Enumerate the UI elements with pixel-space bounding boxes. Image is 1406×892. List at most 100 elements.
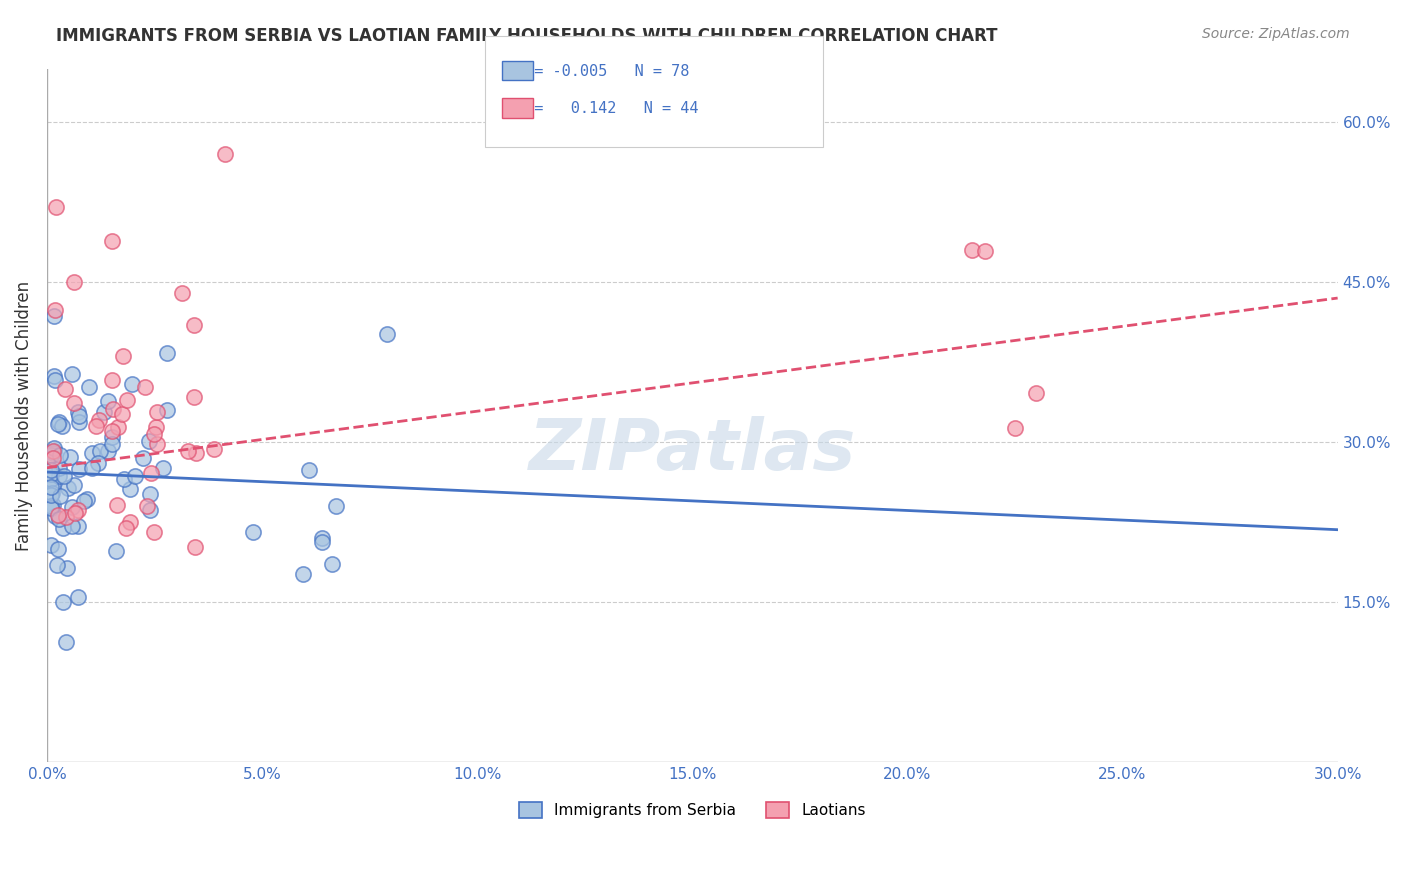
- Point: [311, 531, 333, 545]
- Point: [111, 407, 134, 421]
- Point: [973, 244, 995, 258]
- Point: [87, 456, 110, 470]
- Point: [183, 318, 205, 332]
- Point: [80, 460, 103, 475]
- Point: [55, 509, 77, 524]
- Point: [46, 508, 69, 522]
- Point: [62, 367, 84, 381]
- Point: [134, 379, 156, 393]
- Point: [214, 147, 236, 161]
- Point: [101, 437, 124, 451]
- Point: [176, 444, 198, 458]
- Point: [63, 477, 86, 491]
- Point: [45, 200, 67, 214]
- Text: Source: ZipAtlas.com: Source: ZipAtlas.com: [1202, 27, 1350, 41]
- Point: [143, 524, 166, 539]
- Point: [42, 479, 65, 493]
- Point: [97, 444, 120, 458]
- Point: [152, 461, 174, 475]
- Point: [39, 500, 62, 514]
- Point: [1004, 421, 1026, 435]
- Point: [42, 368, 65, 383]
- Point: [51, 419, 73, 434]
- Point: [41, 448, 63, 462]
- Point: [60, 518, 83, 533]
- Point: [107, 420, 129, 434]
- Y-axis label: Family Households with Children: Family Households with Children: [15, 280, 32, 550]
- Point: [42, 444, 65, 458]
- Point: [103, 401, 125, 416]
- Point: [42, 442, 65, 456]
- Point: [53, 382, 76, 396]
- Point: [142, 427, 165, 442]
- Point: [59, 450, 82, 465]
- Point: [135, 499, 157, 513]
- Point: [39, 467, 62, 481]
- Point: [77, 380, 100, 394]
- Point: [46, 558, 69, 572]
- Point: [48, 489, 70, 503]
- Point: [55, 635, 77, 649]
- Point: [76, 492, 98, 507]
- Point: [146, 404, 169, 418]
- Point: [48, 469, 70, 483]
- Point: [46, 542, 69, 557]
- Point: [69, 461, 91, 475]
- Point: [39, 501, 62, 516]
- Text: ZIPatlas: ZIPatlas: [529, 416, 856, 484]
- Point: [62, 275, 84, 289]
- Point: [183, 540, 205, 554]
- Point: [172, 285, 194, 300]
- Point: [39, 463, 62, 477]
- Point: [89, 444, 111, 458]
- Point: [73, 494, 96, 508]
- Point: [121, 377, 143, 392]
- Point: [115, 521, 138, 535]
- Point: [960, 244, 983, 258]
- Point: [66, 519, 89, 533]
- Point: [84, 418, 107, 433]
- Point: [115, 393, 138, 408]
- Point: [118, 482, 141, 496]
- Point: [52, 521, 75, 535]
- Point: [156, 346, 179, 360]
- Point: [111, 349, 134, 363]
- Point: [82, 446, 104, 460]
- Point: [39, 472, 62, 486]
- Point: [44, 303, 66, 318]
- Text: IMMIGRANTS FROM SERBIA VS LAOTIAN FAMILY HOUSEHOLDS WITH CHILDREN CORRELATION CH: IMMIGRANTS FROM SERBIA VS LAOTIAN FAMILY…: [56, 27, 998, 45]
- Point: [1025, 385, 1047, 400]
- Point: [44, 508, 66, 523]
- Point: [89, 413, 111, 427]
- Point: [124, 469, 146, 483]
- Point: [311, 535, 333, 549]
- Point: [48, 461, 70, 475]
- Point: [184, 446, 207, 460]
- Point: [39, 479, 62, 493]
- Point: [321, 557, 343, 571]
- Point: [138, 434, 160, 449]
- Point: [101, 429, 124, 443]
- Point: [41, 486, 63, 500]
- Point: [100, 234, 122, 248]
- Point: [97, 394, 120, 409]
- Point: [112, 472, 135, 486]
- Point: [93, 405, 115, 419]
- Point: [44, 372, 66, 386]
- Point: [242, 525, 264, 540]
- Point: [298, 463, 321, 477]
- Point: [41, 450, 63, 465]
- Text: R =   0.142   N = 44: R = 0.142 N = 44: [516, 102, 699, 116]
- Point: [56, 481, 79, 495]
- Point: [291, 566, 314, 581]
- Point: [42, 498, 65, 512]
- Point: [42, 446, 65, 460]
- Point: [42, 444, 65, 458]
- Point: [139, 466, 162, 480]
- Point: [120, 515, 142, 529]
- Point: [48, 415, 70, 429]
- Point: [139, 503, 162, 517]
- Point: [202, 442, 225, 457]
- Point: [100, 425, 122, 439]
- Point: [39, 488, 62, 502]
